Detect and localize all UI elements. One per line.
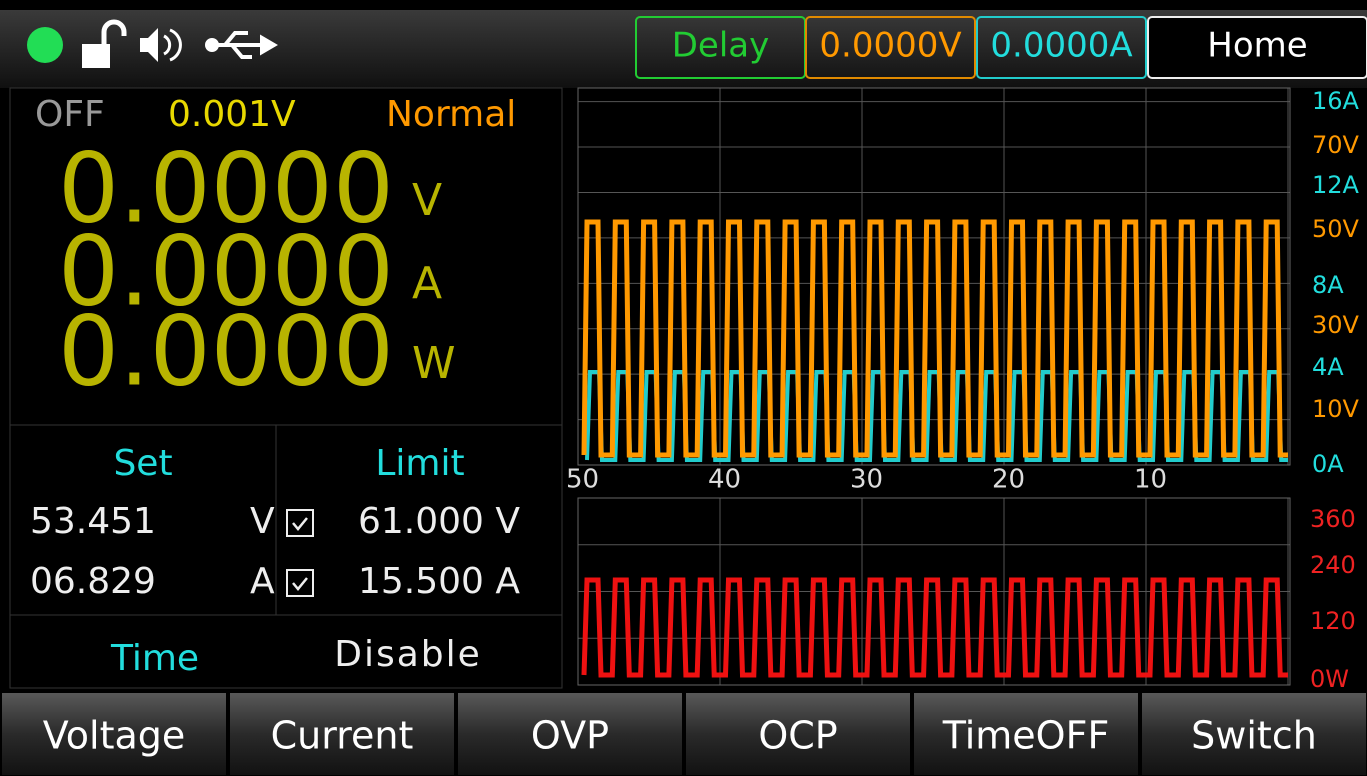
limit-header: Limit xyxy=(375,443,464,484)
reading-unit: V xyxy=(412,175,442,226)
axis-label: 50V xyxy=(1312,215,1360,243)
screen: Delay0.0000V0.0000AHome OFF0.001VNormal0… xyxy=(0,0,1367,776)
menu-button-label[interactable]: Voltage xyxy=(43,714,186,758)
menu-button-label[interactable]: Switch xyxy=(1191,714,1317,758)
status-led xyxy=(27,27,63,63)
status-button-label: 0.0000A xyxy=(990,26,1132,66)
axis-label: 70V xyxy=(1312,131,1360,159)
output-state: OFF xyxy=(35,94,105,135)
status-button-label: 0.0000V xyxy=(819,26,961,66)
status-button-label[interactable]: Home xyxy=(1207,26,1307,66)
axis-label: 16A xyxy=(1312,87,1360,115)
status-button-label: Delay xyxy=(672,26,770,66)
time-value: Disable xyxy=(334,634,482,675)
time-label: Time xyxy=(110,638,199,679)
menu-button-label[interactable]: OVP xyxy=(531,714,609,758)
axis-label: 10V xyxy=(1312,395,1360,423)
limit-value: 61.000 V xyxy=(358,501,520,542)
power-axis-label: 240 xyxy=(1310,551,1356,579)
x-axis-label: 10 xyxy=(1134,465,1167,495)
reading-unit: W xyxy=(412,338,456,389)
power-axis-label: 0W xyxy=(1310,665,1349,693)
menu-button-label[interactable]: TimeOFF xyxy=(942,714,1110,758)
menu-button-label[interactable]: OCP xyxy=(758,714,837,758)
x-axis-label: 30 xyxy=(850,465,883,495)
axis-label: 30V xyxy=(1312,311,1360,339)
x-axis-label: 50 xyxy=(566,465,599,495)
set-value: 06.829 xyxy=(30,561,156,602)
set-unit: V xyxy=(250,501,275,542)
power-axis-label: 120 xyxy=(1310,607,1356,635)
power-axis-label: 360 xyxy=(1310,505,1356,533)
set-unit: A xyxy=(250,561,275,602)
reading-value: 0.0000 xyxy=(58,295,394,407)
set-value: 53.451 xyxy=(30,501,156,542)
x-axis-label: 20 xyxy=(992,465,1025,495)
limit-value: 15.500 A xyxy=(358,561,520,602)
set-voltage: 0.001V xyxy=(168,94,296,135)
mode: Normal xyxy=(386,94,516,135)
set-header: Set xyxy=(113,443,172,484)
axis-label: 8A xyxy=(1312,271,1344,299)
axis-label: 12A xyxy=(1312,171,1360,199)
axis-label: 4A xyxy=(1312,353,1344,381)
axis-label: 0A xyxy=(1312,450,1344,478)
menu-button-label[interactable]: Current xyxy=(271,714,414,758)
x-axis-label: 40 xyxy=(708,465,741,495)
reading-unit: A xyxy=(412,258,442,309)
